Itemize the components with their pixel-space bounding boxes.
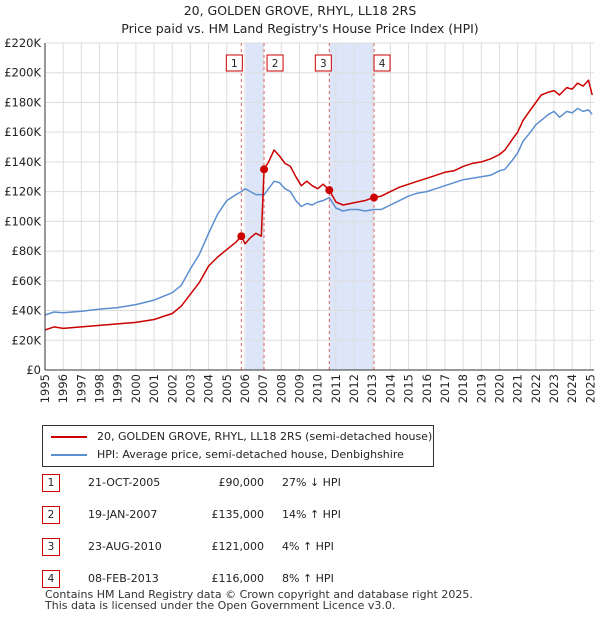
legend-hpi-swatch	[51, 453, 87, 456]
x-tick-label: 2005	[220, 374, 234, 403]
table-row: 1 21-OCT-2005 £90,000 27% ↓ HPI	[42, 474, 402, 494]
table-row: 2 19-JAN-2007 £135,000 14% ↑ HPI	[42, 506, 402, 526]
y-tick-label: £120K	[4, 185, 41, 199]
x-tick-label: 2000	[129, 374, 143, 403]
transaction-number-label: 4	[379, 58, 386, 70]
legend-item-property: 20, GOLDEN GROVE, RHYL, LL18 2RS (semi-d…	[51, 430, 432, 443]
chart-subtitle: Price paid vs. HM Land Registry's House …	[121, 21, 479, 36]
x-tick-label: 2002	[165, 374, 179, 403]
transaction-point	[325, 186, 334, 195]
shaded-period-2	[329, 43, 375, 370]
x-tick-label: 2023	[547, 374, 561, 403]
plot-area	[45, 43, 594, 370]
legend-property-swatch	[51, 435, 87, 438]
y-tick-label: £140K	[4, 155, 41, 169]
x-tick-label: 2022	[529, 374, 543, 403]
transaction-number-label: 3	[320, 58, 327, 70]
transaction-number-badge: 4	[42, 570, 60, 588]
x-tick-label: 1995	[38, 374, 52, 403]
transaction-hpi-diff: 14% ↑ HPI	[282, 508, 341, 521]
x-tick-label: 2010	[311, 374, 325, 403]
x-tick-label: 2017	[438, 374, 452, 403]
x-tick-label: 1996	[56, 374, 70, 403]
transaction-date: 21-OCT-2005	[88, 476, 161, 489]
x-tick-label: 2012	[347, 374, 361, 403]
y-tick-label: £160K	[4, 125, 41, 139]
y-tick-label: £60K	[12, 274, 42, 288]
legend-hpi-label: HPI: Average price, semi-detached house,…	[97, 448, 404, 461]
transaction-number-badge: 1	[42, 474, 60, 492]
transaction-date: 23-AUG-2010	[88, 540, 162, 553]
transaction-price: £135,000	[211, 508, 265, 521]
transaction-point	[260, 165, 269, 174]
transaction-number-label: 2	[272, 58, 279, 70]
x-tick-label: 2007	[256, 374, 270, 403]
x-tick-label: 2001	[147, 374, 161, 403]
price-chart: 1 2 3 4 £0 £20K £40K £60K £80K £100K £120K £140K £16…	[4, 36, 597, 403]
y-tick-label: £100K	[4, 214, 41, 228]
x-tick-label: 2006	[238, 374, 252, 403]
transaction-number-box	[373, 54, 391, 72]
y-tick-label: £0	[26, 363, 41, 377]
transaction-price: £121,000	[211, 540, 265, 553]
x-tick-label: 2021	[511, 374, 525, 403]
transaction-hpi-diff: 8% ↑ HPI	[282, 572, 334, 585]
y-tick-label: £180K	[4, 95, 41, 109]
x-tick-label: 2008	[274, 374, 288, 403]
x-tick-label: 2025	[583, 374, 597, 403]
transaction-number-box	[266, 54, 284, 72]
x-tick-label: 2016	[420, 374, 434, 403]
transaction-point	[237, 232, 246, 241]
x-tick-label: 2009	[293, 374, 307, 403]
transaction-number-box	[225, 54, 243, 72]
y-tick-label: £40K	[12, 304, 42, 318]
x-tick-label: 1997	[74, 374, 88, 403]
table-row: 4 08-FEB-2013 £116,000 8% ↑ HPI	[42, 570, 402, 590]
y-tick-label: £200K	[4, 66, 41, 80]
x-tick-label: 2003	[183, 374, 197, 403]
transaction-number-badge: 3	[42, 538, 60, 556]
transaction-price: £90,000	[218, 476, 265, 489]
shaded-period-1	[245, 43, 265, 370]
x-tick-label: 1998	[93, 374, 107, 403]
transaction-price: £116,000	[211, 572, 265, 585]
y-tick-label: £220K	[4, 36, 41, 50]
x-tick-label: 2024	[565, 374, 579, 403]
x-tick-label: 2015	[402, 374, 416, 403]
transaction-point	[370, 193, 379, 202]
footer-attribution: Contains HM Land Registry data © Crown c…	[45, 589, 473, 611]
transaction-hpi-diff: 27% ↓ HPI	[282, 476, 341, 489]
transaction-number-badge: 2	[42, 506, 60, 524]
y-tick-label: £80K	[12, 244, 42, 258]
footer-line-2: This data is licensed under the Open Gov…	[45, 599, 396, 612]
transaction-date: 08-FEB-2013	[88, 572, 159, 585]
legend-item-hpi: HPI: Average price, semi-detached house,…	[51, 448, 404, 461]
x-tick-label: 1999	[111, 374, 125, 403]
chart-title: 20, GOLDEN GROVE, RHYL, LL18 2RS	[183, 3, 417, 18]
transaction-number-box	[314, 54, 332, 72]
x-tick-label: 2018	[456, 374, 470, 403]
table-row: 3 23-AUG-2010 £121,000 4% ↑ HPI	[42, 538, 402, 558]
x-tick-label: 2013	[365, 374, 379, 403]
x-tick-label: 2011	[329, 374, 343, 403]
chart-legend: 20, GOLDEN GROVE, RHYL, LL18 2RS (semi-d…	[42, 425, 434, 467]
property-price-line	[44, 79, 593, 331]
x-tick-label: 2014	[383, 374, 397, 403]
x-tick-label: 2020	[492, 374, 506, 403]
y-tick-label: £20K	[12, 333, 42, 347]
x-tick-label: 2004	[202, 374, 216, 403]
legend-property-label: 20, GOLDEN GROVE, RHYL, LL18 2RS (semi-d…	[97, 430, 433, 443]
hpi-line	[44, 107, 593, 316]
transaction-hpi-diff: 4% ↑ HPI	[282, 540, 334, 553]
x-tick-label: 2019	[474, 374, 488, 403]
transaction-number-label: 1	[231, 58, 238, 70]
transaction-date: 19-JAN-2007	[88, 508, 158, 521]
footer-line-1: Contains HM Land Registry data © Crown c…	[45, 588, 473, 601]
